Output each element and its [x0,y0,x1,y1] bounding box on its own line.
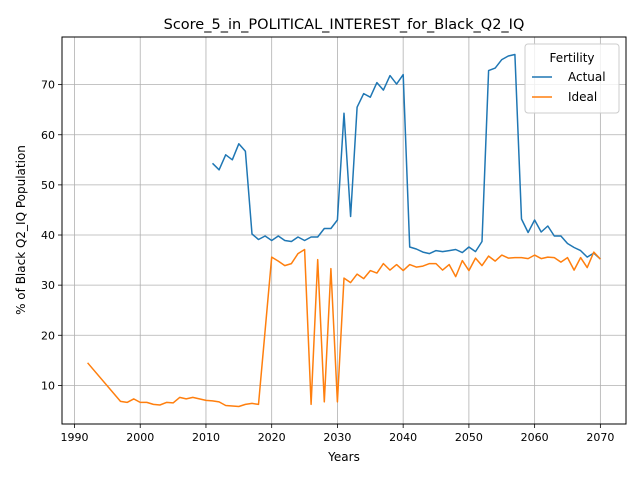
y-tick-label: 30 [41,279,55,292]
x-axis-label: Years [327,450,360,464]
legend-label-actual: Actual [568,70,606,84]
legend-box [524,43,620,114]
x-tick-label: 1990 [60,431,88,444]
x-tick-label: 2010 [192,431,220,444]
x-tick-label: 2060 [521,431,549,444]
y-tick-label: 20 [41,329,55,342]
x-tick-label: 2050 [455,431,483,444]
series-line-ideal [87,248,601,408]
x-tick-label: 2030 [323,431,351,444]
x-tick-label: 2020 [258,431,286,444]
y-axis-label: % of Black Q2_IQ Population [14,145,28,315]
y-tick-label: 40 [41,229,55,242]
legend: Fertility Actual Ideal [524,43,620,114]
y-tick-label: 10 [41,379,55,392]
y-tick-label: 70 [41,79,55,92]
series-lines [87,53,601,408]
x-tick-label: 2070 [586,431,614,444]
x-axis-ticks: 1990 2000 2010 2020 2030 2040 2050 2060 2070 [60,424,614,444]
x-tick-label: 2000 [126,431,154,444]
legend-title: Fertility [549,51,594,65]
chart-title: Score_5_in_POLITICAL_INTEREST_for_Black_… [164,17,525,33]
plot-frame [61,36,627,425]
y-tick-label: 50 [41,179,55,192]
x-tick-label: 2040 [389,431,417,444]
series-line-actual [211,53,601,260]
y-tick-label: 60 [41,129,55,142]
legend-label-ideal: Ideal [568,90,597,104]
y-axis-ticks: 10 20 30 40 50 60 70 [41,79,62,392]
